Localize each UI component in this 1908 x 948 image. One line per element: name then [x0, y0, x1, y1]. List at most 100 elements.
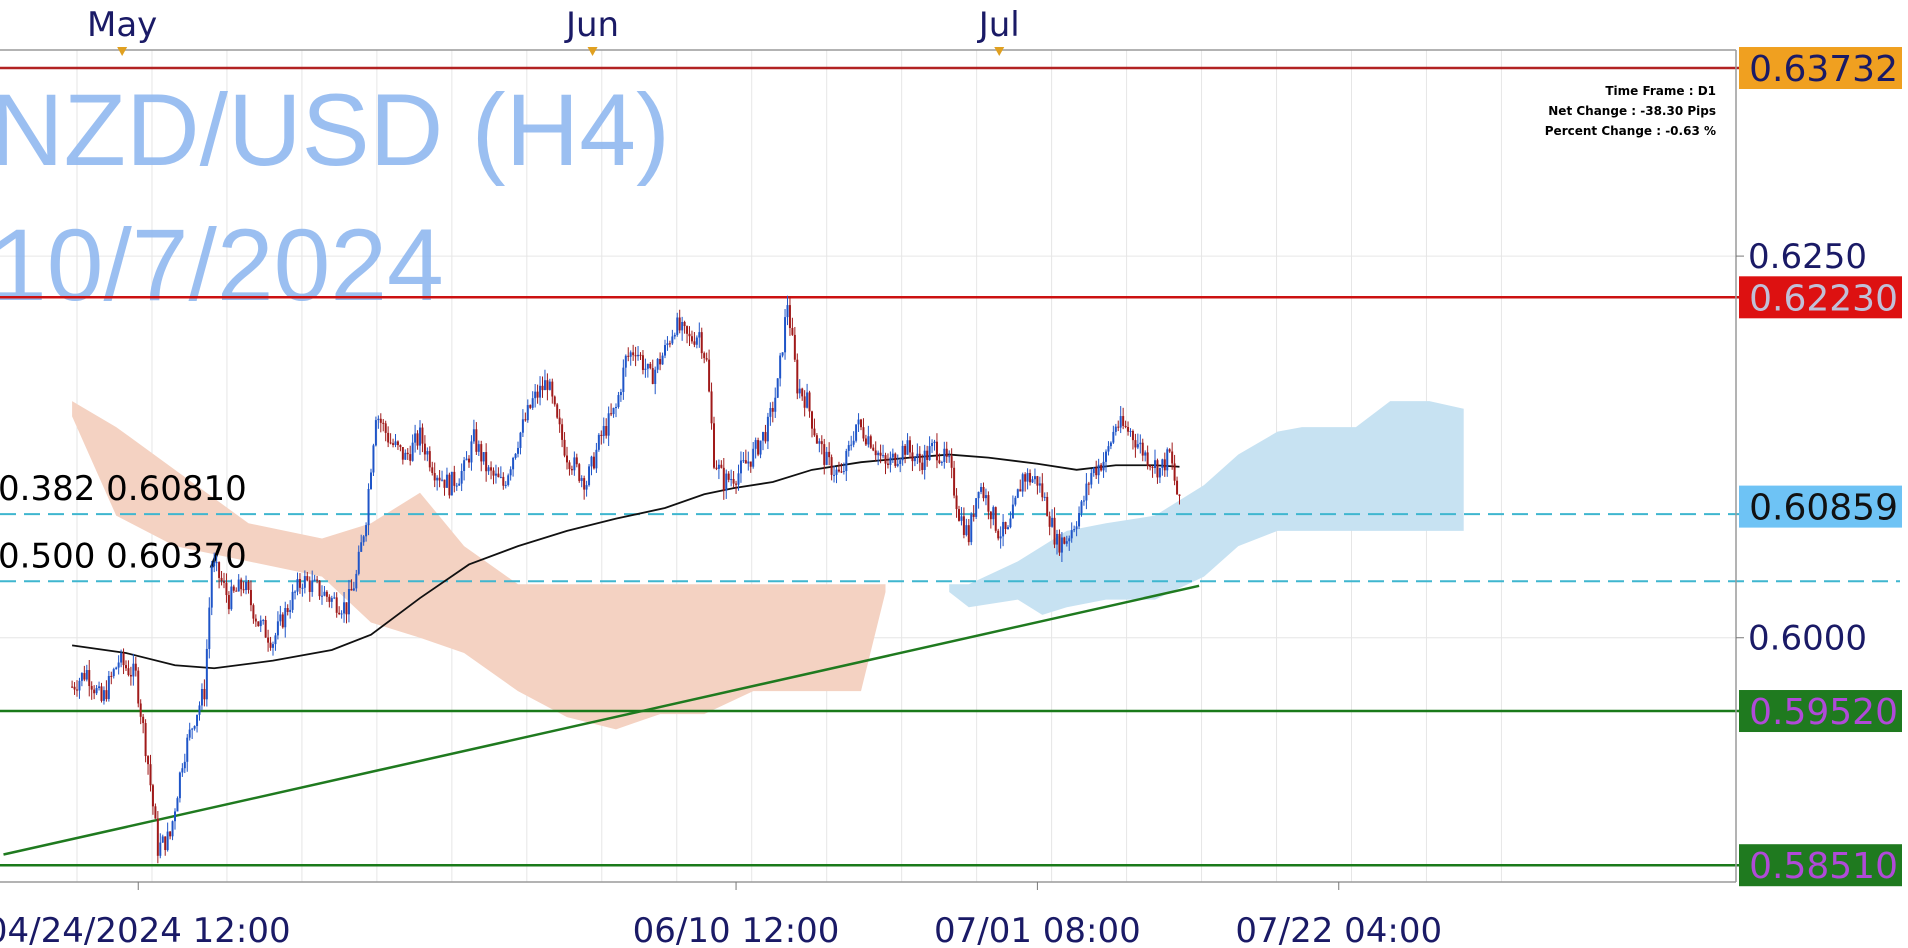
- candle-body: [497, 473, 500, 478]
- candle-body: [274, 635, 277, 645]
- candle-body: [272, 644, 274, 648]
- candle-body: [193, 726, 196, 729]
- candle-body: [472, 429, 475, 442]
- ichimoku-cloud: [72, 401, 1464, 730]
- candle-body: [110, 675, 113, 677]
- candle-body: [487, 467, 490, 472]
- candle-body: [1019, 489, 1022, 492]
- candle-body: [71, 686, 74, 688]
- candle-body: [240, 579, 243, 590]
- price-axis-labels: 0.6250 0.6000: [1736, 237, 1867, 659]
- info-net-change: Net Change : -38.30 Pips: [1548, 104, 1716, 118]
- time-axis-labels: 04/24/2024 12:00 06/10 12:00 07/01 08:00 07…: [0, 882, 1442, 948]
- candle-body: [607, 413, 610, 436]
- candle-body: [622, 367, 625, 393]
- candle-body: [774, 397, 777, 412]
- candle-body: [845, 450, 848, 472]
- candle-body: [791, 327, 794, 335]
- candle-body: [713, 423, 715, 468]
- candle-body: [443, 479, 446, 488]
- candle-body: [874, 450, 877, 456]
- candle-body: [690, 336, 693, 342]
- candle-body: [1036, 476, 1039, 486]
- candle-body: [771, 408, 774, 412]
- candle-body: [938, 460, 941, 463]
- candle-body: [962, 516, 965, 535]
- candle-body: [999, 536, 1002, 539]
- candle-body: [115, 667, 118, 670]
- candle-body: [548, 381, 551, 390]
- candle-body: [529, 405, 532, 408]
- candle-body: [585, 485, 588, 490]
- candle-body: [142, 716, 145, 724]
- candle-body: [323, 591, 326, 596]
- price-badges: 0.63732 0.62230 0.59520 0.58510 0.60859: [1739, 47, 1902, 887]
- candle-body: [918, 453, 921, 463]
- candle-body: [683, 321, 686, 327]
- candle-body: [183, 761, 186, 769]
- candle-body: [627, 355, 630, 357]
- candle-body: [301, 587, 304, 589]
- candle-body: [590, 456, 593, 467]
- candle-body: [176, 798, 179, 812]
- candle-body: [923, 450, 926, 470]
- candle-body: [717, 464, 720, 469]
- candle-body: [289, 609, 292, 612]
- candle-body: [387, 432, 390, 443]
- candle-body: [338, 612, 341, 615]
- candle-body: [377, 418, 380, 421]
- candle-body: [225, 582, 228, 596]
- candle-body: [958, 509, 960, 521]
- candle-body: [499, 476, 502, 478]
- candle-body: [1085, 483, 1088, 501]
- candle-body: [1002, 521, 1005, 537]
- candle-body: [735, 483, 738, 485]
- candle-body: [994, 507, 997, 531]
- candle-body: [362, 536, 365, 543]
- candle-body: [1176, 480, 1179, 495]
- candle-body: [931, 442, 934, 447]
- candle-body: [1156, 460, 1159, 478]
- candle-body: [1124, 425, 1127, 428]
- candle-body: [869, 436, 872, 448]
- candle-body: [441, 479, 444, 481]
- candle-body: [933, 441, 936, 443]
- candle-body: [291, 591, 294, 610]
- candle-body: [833, 474, 836, 476]
- month-marker: [994, 47, 1005, 56]
- candle-body: [453, 471, 456, 486]
- candle-body: [781, 352, 784, 356]
- candle-body: [73, 686, 76, 690]
- candle-body: [470, 441, 473, 463]
- candle-body: [507, 475, 510, 485]
- candle-body: [678, 317, 681, 331]
- candle-body: [276, 621, 279, 636]
- candle-body: [656, 359, 659, 370]
- candle-body: [230, 586, 233, 610]
- candle-body: [913, 457, 916, 462]
- candle-body: [610, 413, 613, 415]
- candle-body: [847, 445, 850, 451]
- candle-body: [600, 434, 603, 437]
- candle-body: [749, 461, 752, 467]
- level-badge-bg: [1739, 47, 1902, 90]
- candle-body: [521, 419, 524, 433]
- candle-body: [624, 355, 627, 368]
- month-marker: [117, 47, 128, 56]
- candle-body: [357, 551, 360, 574]
- candle-body: [732, 479, 735, 484]
- candle-body: [102, 690, 105, 701]
- candle-body: [798, 388, 801, 394]
- candle-body: [93, 689, 96, 694]
- candle-body: [708, 359, 711, 392]
- candle-body: [698, 332, 701, 338]
- candle-body: [428, 451, 431, 468]
- candle-body: [333, 597, 336, 599]
- candle-body: [125, 665, 127, 669]
- candle-body: [570, 468, 573, 471]
- candle-body: [651, 368, 654, 385]
- candle-body: [98, 686, 101, 689]
- candle-body: [370, 472, 372, 489]
- candle-body: [281, 614, 284, 628]
